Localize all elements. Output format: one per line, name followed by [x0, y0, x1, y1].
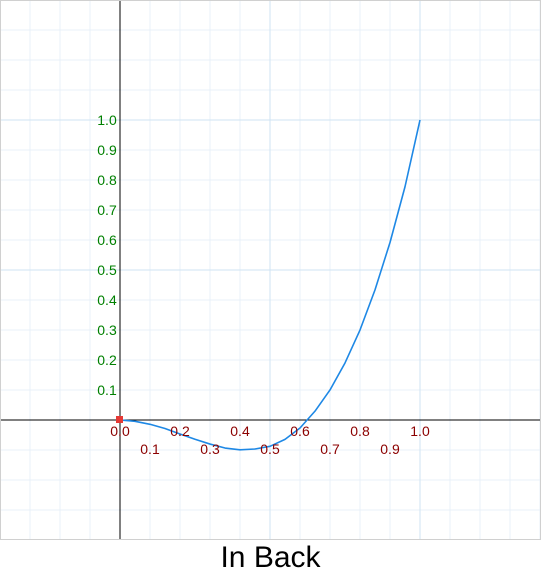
y-tick-label: 0.2: [97, 352, 117, 368]
chart-title: In Back: [220, 541, 321, 574]
x-tick-label: 0.7: [320, 441, 340, 457]
origin-marker: [116, 416, 123, 423]
chart-plot-area: 0.0 0.1 0.2 0.3 0.4 0.5 0.6 0.7 0.8 0.9 1.0 0.1 0.2…: [0, 0, 541, 540]
y-tick-label: 0.4: [97, 292, 117, 308]
x-tick-label: 0.8: [350, 423, 370, 439]
y-tick-label: 0.7: [97, 202, 117, 218]
x-tick-label: 0.2: [170, 423, 190, 439]
y-tick-label: 0.8: [97, 172, 117, 188]
x-tick-label: 0.5: [260, 441, 280, 457]
major-grid: [0, 0, 541, 540]
series-line: [119, 119, 421, 451]
x-tick-label: 0.4: [230, 423, 250, 439]
y-tick-label: 0.1: [97, 382, 117, 398]
x-tick-label: 0.6: [290, 423, 310, 439]
y-tick-label: 1.0: [97, 112, 117, 128]
x-tick-label: 0.9: [380, 441, 400, 457]
y-tick-label: 0.9: [97, 142, 117, 158]
y-tick-label: 0.3: [97, 322, 117, 338]
y-tick-labels: 0.1 0.2 0.3 0.4 0.5 0.6 0.7 0.8 0.9 1.0: [97, 112, 117, 398]
x-tick-label: 1.0: [410, 423, 430, 439]
x-tick-label: 0.1: [140, 441, 160, 457]
origin-marker-layer: [116, 416, 123, 423]
x-tick-labels: 0.0 0.1 0.2 0.3 0.4 0.5 0.6 0.7 0.8 0.9 1.0: [110, 423, 430, 457]
x-tick-label: 0.3: [200, 441, 220, 457]
y-tick-label: 0.5: [97, 262, 117, 278]
curve-layer: [119, 119, 421, 451]
y-tick-label: 0.6: [97, 232, 117, 248]
x-tick-label: 0.0: [110, 423, 130, 439]
